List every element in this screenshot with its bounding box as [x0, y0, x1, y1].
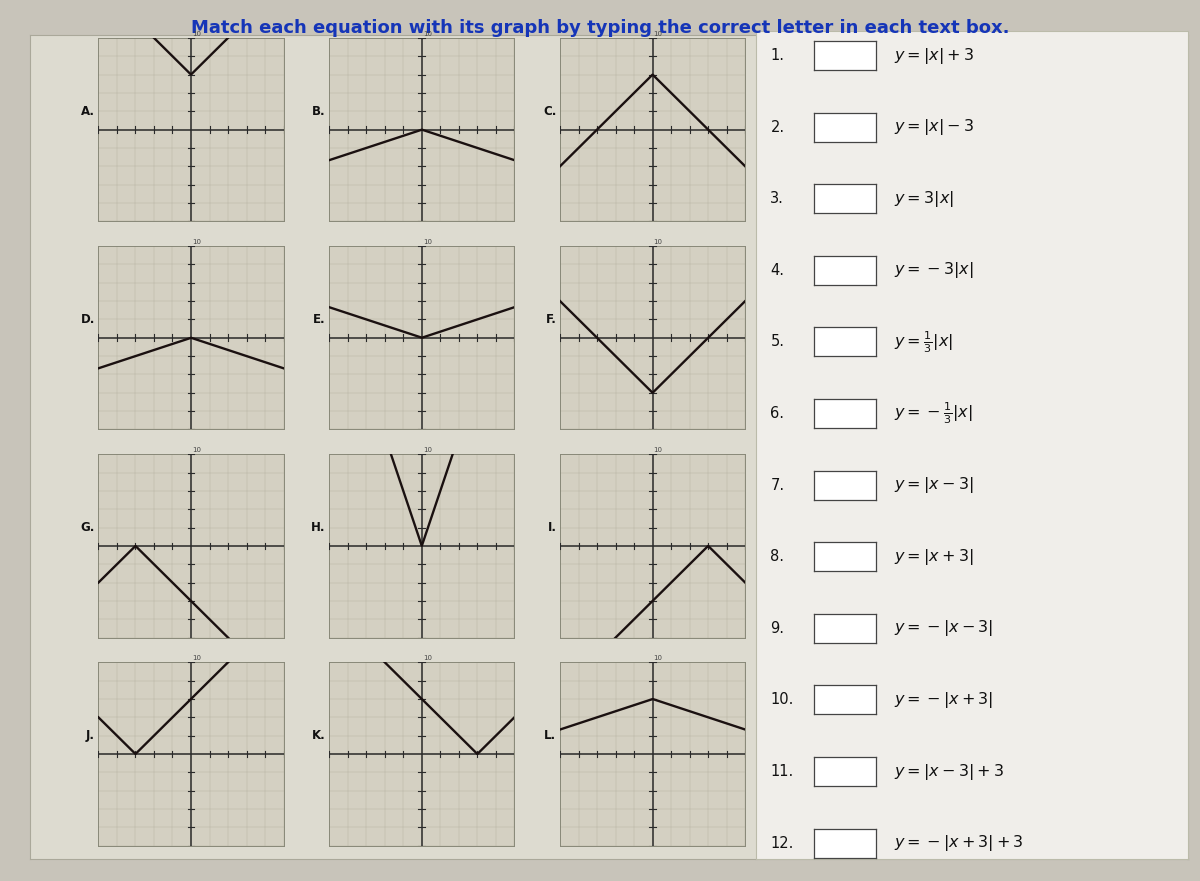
Text: $y = -|x + 3|$: $y = -|x + 3|$ [894, 690, 994, 710]
Text: $y = \frac{1}{3}|x|$: $y = \frac{1}{3}|x|$ [894, 329, 953, 355]
Text: 10: 10 [654, 31, 662, 37]
Text: 10: 10 [192, 239, 202, 245]
Text: $y = |x| + 3$: $y = |x| + 3$ [894, 46, 974, 65]
Text: 10.: 10. [770, 692, 793, 707]
Text: $y = |x - 3|$: $y = |x - 3|$ [894, 475, 973, 495]
Text: $y = -3|x|$: $y = -3|x|$ [894, 260, 973, 280]
Text: D.: D. [80, 313, 95, 326]
Text: 10: 10 [422, 655, 432, 662]
Text: 11.: 11. [770, 764, 793, 779]
Text: 12.: 12. [770, 835, 793, 851]
Text: 9.: 9. [770, 621, 785, 636]
Text: $y = |x + 3|$: $y = |x + 3|$ [894, 547, 973, 566]
Text: K.: K. [312, 729, 325, 742]
Text: 4.: 4. [770, 263, 785, 278]
Text: 10: 10 [422, 31, 432, 37]
Text: 1.: 1. [770, 48, 785, 63]
Text: 5.: 5. [770, 335, 785, 350]
Text: 10: 10 [422, 239, 432, 245]
Text: 10: 10 [192, 448, 202, 453]
Text: 7.: 7. [770, 478, 785, 492]
Text: $y = |x| - 3$: $y = |x| - 3$ [894, 117, 974, 137]
Text: 10: 10 [654, 655, 662, 662]
Text: $y = -|x - 3|$: $y = -|x - 3|$ [894, 618, 994, 639]
Text: 8.: 8. [770, 549, 785, 564]
Text: 2.: 2. [770, 120, 785, 135]
Text: 6.: 6. [770, 406, 785, 421]
Text: $y = 3|x|$: $y = 3|x|$ [894, 189, 954, 209]
Text: F.: F. [546, 313, 557, 326]
Text: 10: 10 [654, 239, 662, 245]
Text: 3.: 3. [770, 191, 785, 206]
Text: J.: J. [86, 729, 95, 742]
Text: 10: 10 [422, 448, 432, 453]
Text: Match each equation with its graph by typing the correct letter in each text box: Match each equation with its graph by ty… [191, 19, 1009, 37]
Text: 10: 10 [654, 448, 662, 453]
Text: $y = -\frac{1}{3}|x|$: $y = -\frac{1}{3}|x|$ [894, 401, 972, 426]
Text: B.: B. [312, 105, 325, 118]
Text: L.: L. [545, 729, 557, 742]
Text: $y = -|x + 3| + 3$: $y = -|x + 3| + 3$ [894, 833, 1024, 853]
Text: C.: C. [544, 105, 557, 118]
Text: A.: A. [80, 105, 95, 118]
Text: $y = |x - 3| + 3$: $y = |x - 3| + 3$ [894, 761, 1004, 781]
Text: H.: H. [311, 521, 325, 534]
Text: 10: 10 [192, 31, 202, 37]
Text: E.: E. [313, 313, 325, 326]
Text: 10: 10 [192, 655, 202, 662]
Text: G.: G. [80, 521, 95, 534]
Text: I.: I. [547, 521, 557, 534]
